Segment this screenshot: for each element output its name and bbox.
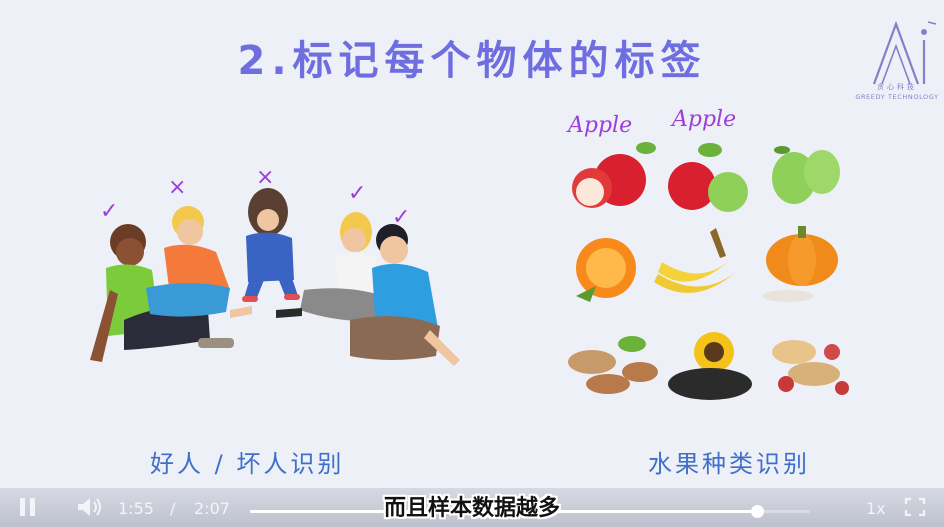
mark-person-1: ✓ bbox=[100, 199, 118, 224]
logo-english-name: GREEDY TECHNOLOGY bbox=[855, 93, 939, 101]
logo-chinese-name: 贪心科技 bbox=[877, 83, 917, 91]
pumpkin-icon bbox=[762, 226, 838, 302]
video-subtitle: 而且样本数据越多 bbox=[383, 496, 560, 521]
peanuts-icon bbox=[772, 340, 849, 395]
orange-icon bbox=[576, 238, 636, 302]
pears-icon bbox=[772, 146, 840, 204]
playback-speed-button[interactable]: 1x bbox=[866, 499, 886, 518]
slide-title: 2.标记每个物体的标签 bbox=[237, 38, 707, 84]
caption-fruit-type: 水果种类识别 bbox=[648, 450, 810, 478]
caption-good-bad-person: 好人 / 坏人识别 bbox=[150, 450, 345, 478]
sunflower-seeds-icon bbox=[668, 332, 752, 400]
pause-button[interactable] bbox=[18, 496, 38, 522]
pause-icon bbox=[20, 498, 35, 516]
greedy-logo-icon bbox=[872, 20, 937, 85]
person-blonde-girl bbox=[276, 212, 390, 321]
almonds-icon bbox=[568, 336, 658, 394]
video-player-controls: 1:55 / 2:07 1x bbox=[0, 488, 944, 527]
progress-bar[interactable] bbox=[250, 505, 810, 518]
current-time: 1:55 bbox=[118, 499, 154, 518]
mark-person-5: ✓ bbox=[392, 205, 410, 230]
time-separator: / bbox=[170, 499, 176, 518]
bananas-icon bbox=[654, 228, 736, 293]
volume-icon bbox=[78, 498, 101, 516]
mark-person-2: × bbox=[168, 175, 186, 200]
person-blue-hoodie bbox=[242, 188, 300, 302]
fullscreen-button[interactable] bbox=[904, 497, 926, 521]
volume-button[interactable] bbox=[76, 496, 104, 522]
mark-person-3: × bbox=[256, 165, 274, 190]
people-illustration: ✓ × × ✓ ✓ bbox=[90, 165, 460, 366]
fullscreen-icon bbox=[904, 497, 926, 517]
person-green-shirt bbox=[90, 224, 234, 362]
mark-person-4: ✓ bbox=[348, 181, 366, 206]
progress-knob[interactable] bbox=[750, 505, 764, 518]
apples-red-icon bbox=[572, 142, 656, 208]
fruit-illustration: Apple Apple bbox=[566, 107, 849, 400]
progress-fill bbox=[250, 510, 757, 513]
person-orange-shirt bbox=[146, 206, 252, 318]
apples-mixed-icon bbox=[668, 143, 748, 212]
person-blue-shirt-man bbox=[350, 224, 460, 366]
fruit-label-1: Apple bbox=[566, 113, 632, 138]
fruit-label-2: Apple bbox=[670, 107, 736, 132]
duration: 2:07 bbox=[194, 499, 230, 518]
